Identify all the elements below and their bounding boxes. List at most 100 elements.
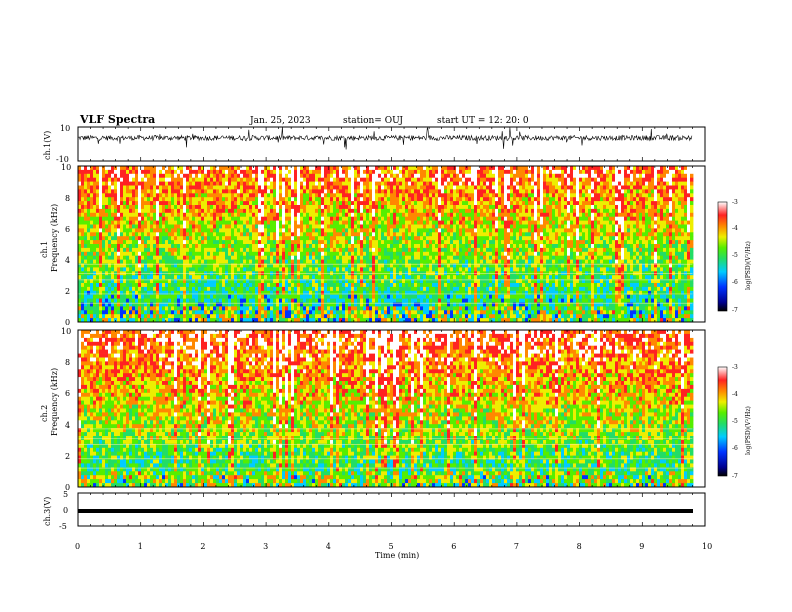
spectrogram-cell — [192, 244, 196, 249]
spectrogram-cell — [378, 236, 382, 241]
spectrogram-cell — [366, 185, 370, 190]
spectrogram-cell — [213, 166, 217, 171]
spectrogram-cell — [189, 224, 193, 229]
spectrogram-cell — [204, 216, 208, 221]
spectrogram-cell — [378, 283, 382, 288]
spectrogram-cell — [390, 314, 394, 319]
spectrogram-cell — [90, 232, 94, 237]
spectrogram-cell — [207, 201, 211, 206]
spectrogram-cell — [417, 251, 421, 257]
spectrogram-cell — [303, 286, 307, 292]
spectrogram-cell — [93, 166, 97, 171]
spectrogram-cell — [93, 173, 97, 179]
spectrogram-cell — [168, 197, 172, 202]
spectrogram-cell — [339, 298, 343, 303]
spectrogram-cell — [111, 267, 115, 272]
spectrogram-cell — [81, 244, 85, 249]
spectrogram-cell — [399, 255, 403, 260]
spectrogram-cell — [342, 220, 346, 225]
spectrogram-cell — [108, 302, 112, 307]
spectrogram-cell — [213, 185, 217, 190]
spectrogram-cell — [438, 181, 442, 186]
spectrogram-cell — [165, 263, 169, 268]
spectrogram-cell — [393, 228, 397, 233]
spectrogram-cell — [372, 251, 376, 257]
spectrogram-cell — [90, 279, 94, 284]
spectrogram-cell — [291, 208, 295, 214]
spectrogram-cell — [276, 208, 280, 214]
spectrogram-cell — [363, 169, 367, 175]
spectrogram-cell — [108, 166, 112, 171]
spectrogram-cell — [105, 255, 109, 260]
spectrogram-cell — [237, 263, 241, 268]
spectrogram-cell — [336, 205, 340, 210]
spectrogram-cell — [339, 232, 343, 237]
spectrogram-cell — [123, 306, 127, 311]
spectrogram-cell — [108, 283, 112, 288]
spectrogram-cell — [78, 302, 82, 307]
spectrogram-cell — [231, 216, 235, 221]
spectrogram-cell — [306, 236, 310, 241]
spectrogram-cell — [177, 275, 181, 280]
spectrogram-cell — [429, 240, 433, 245]
spectrogram-cell — [303, 208, 307, 214]
spectrogram-cell — [99, 290, 103, 296]
spectrogram-cell — [351, 181, 355, 186]
spectrogram-cell — [222, 236, 226, 241]
spectrogram-cell — [270, 302, 274, 307]
spectrogram-cell — [177, 236, 181, 241]
spectrogram-cell — [393, 283, 397, 288]
spectrogram-cell — [219, 286, 223, 292]
spectrogram-cell — [408, 294, 412, 299]
spectrogram-cell — [381, 286, 385, 292]
spectrogram-cell — [333, 251, 337, 257]
spectrogram-cell — [246, 173, 250, 179]
spectrogram-cell — [231, 279, 235, 284]
spectrogram-cell — [147, 228, 151, 233]
spectrogram-cell — [432, 318, 436, 323]
spectrogram-cell — [234, 302, 238, 307]
spectrogram-cell — [333, 205, 337, 210]
spectrogram-cell — [234, 244, 238, 249]
spectrogram-cell — [114, 244, 118, 249]
spectrogram-cell — [243, 166, 247, 171]
spectrogram-cell — [327, 283, 331, 288]
spectrogram-cell — [246, 228, 250, 233]
spectrogram-cell — [276, 166, 280, 171]
spectrogram-cell — [255, 286, 259, 292]
spectrogram-cell — [435, 166, 439, 171]
spectrogram-cell — [420, 279, 424, 284]
spectrogram-cell — [306, 205, 310, 210]
spectrogram-cell — [363, 283, 367, 288]
spectrogram-cell — [420, 173, 424, 179]
spectrogram-cell — [159, 251, 163, 257]
spectrogram-cell — [294, 302, 298, 307]
spectrogram-cell — [396, 205, 400, 210]
spectrogram-cell — [213, 310, 217, 315]
spectrogram-cell — [198, 177, 202, 182]
spectrogram-cell — [252, 267, 256, 272]
spectrogram-cell — [360, 298, 364, 303]
spectrogram-cell — [339, 228, 343, 233]
spectrogram-cell — [132, 251, 136, 257]
spectrogram-cell — [141, 189, 145, 194]
spectrogram-cell — [315, 208, 319, 214]
spectrogram-cell — [396, 279, 400, 284]
spectrogram-cell — [102, 236, 106, 241]
spectrogram-cell — [321, 232, 325, 237]
spectrogram-cell — [342, 169, 346, 175]
spectrogram-cell — [282, 318, 286, 323]
spectrogram-cell — [204, 232, 208, 237]
spectrogram-cell — [198, 193, 202, 198]
spectrogram-cell — [99, 232, 103, 237]
spectrogram-cell — [435, 220, 439, 225]
spectrogram-cell — [249, 185, 253, 190]
spectrogram-cell — [216, 283, 220, 288]
spectrogram-cell — [210, 267, 214, 272]
spectrogram-cell — [102, 275, 106, 280]
spectrogram-cell — [414, 283, 418, 288]
spectrogram-cell — [408, 236, 412, 241]
spectrogram-cell — [186, 224, 190, 229]
spectrogram-cell — [123, 251, 127, 257]
spectrogram-cell — [387, 251, 391, 257]
